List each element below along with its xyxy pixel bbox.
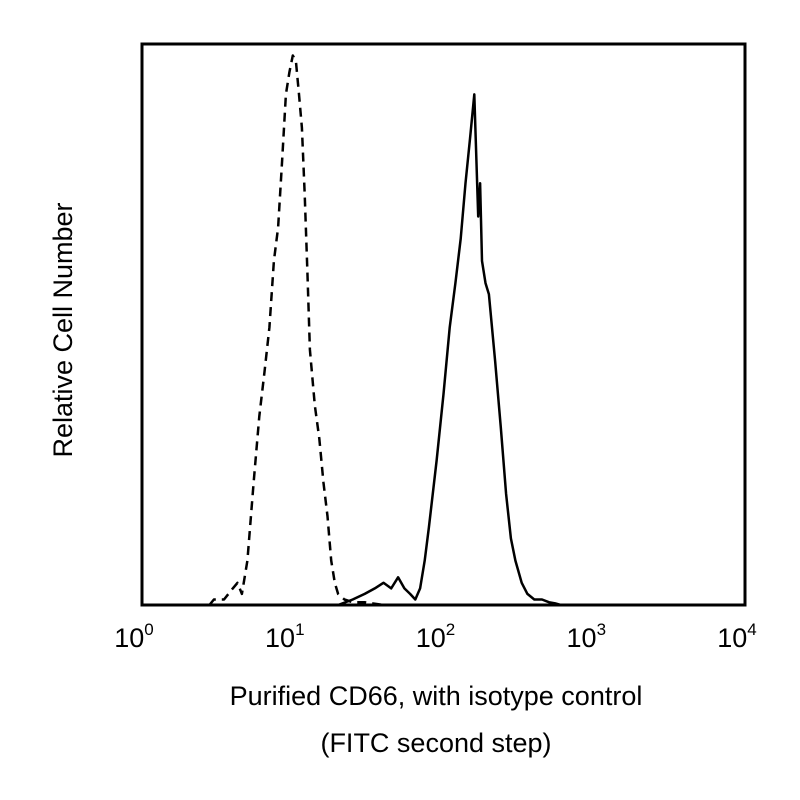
isotype-control-histogram bbox=[208, 54, 549, 607]
x-tick-layer: 100 101 102 103 104 bbox=[114, 620, 757, 653]
series-layer bbox=[208, 54, 562, 607]
x-tick-label: 102 bbox=[416, 620, 456, 653]
x-axis-label-line-1: Purified CD66, with isotype control bbox=[230, 681, 643, 711]
x-axis-label-line-2: (FITC second step) bbox=[320, 728, 551, 758]
x-tick-label: 103 bbox=[567, 620, 607, 653]
x-tick-label: 104 bbox=[717, 620, 757, 653]
y-axis-label: Relative Cell Number bbox=[48, 202, 78, 457]
x-tick-label: 100 bbox=[114, 620, 154, 653]
x-tick-label: 101 bbox=[265, 620, 305, 653]
plot-frame bbox=[140, 42, 747, 607]
cd66-histogram bbox=[337, 93, 562, 607]
